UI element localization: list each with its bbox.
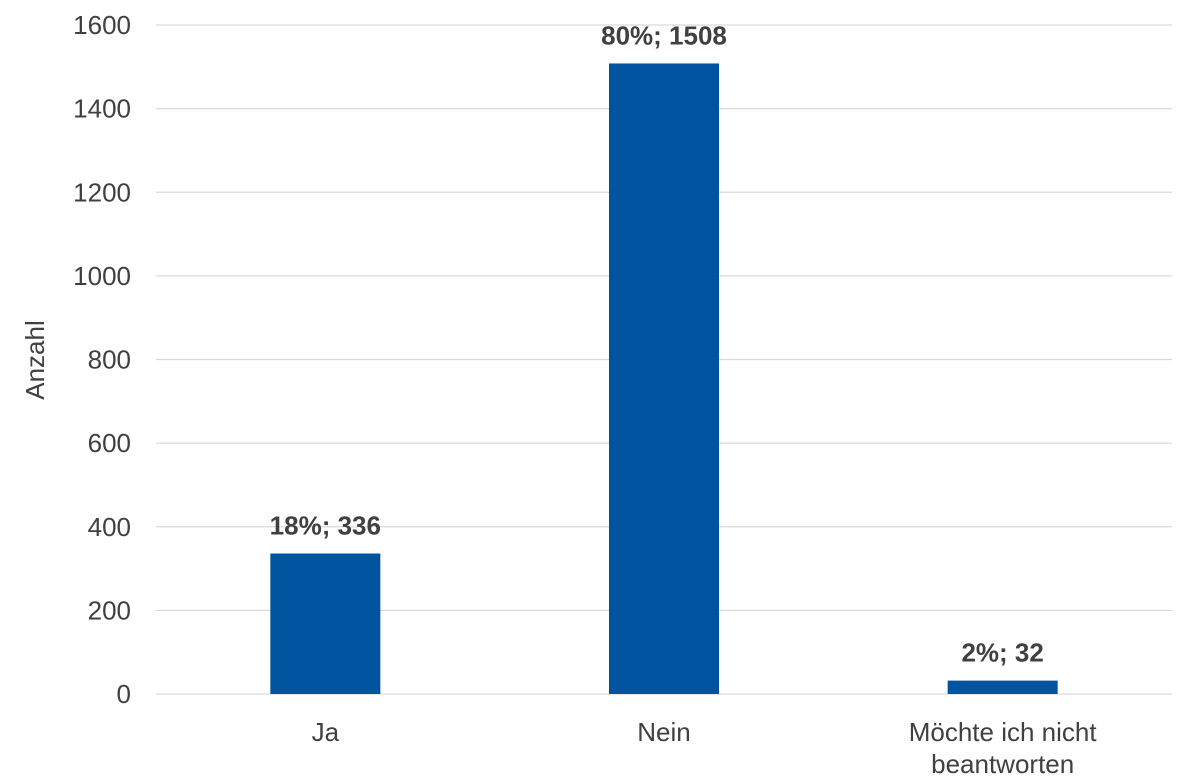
y-tick-label: 600: [88, 428, 131, 458]
y-tick-label: 1400: [73, 94, 131, 124]
x-tick-label: Ja: [312, 717, 340, 747]
y-axis-ticks: 0 200 400 600 800 1000 1200 1400 1600: [73, 10, 131, 709]
bar: [609, 63, 719, 694]
data-labels: 18%; 336 80%; 1508 2%; 32: [270, 20, 1044, 667]
x-tick-label-line: Nein: [637, 717, 690, 747]
y-tick-label: 1600: [73, 10, 131, 40]
data-label: 18%; 336: [270, 511, 381, 541]
data-label: 80%; 1508: [601, 20, 727, 50]
y-tick-label: 800: [88, 345, 131, 375]
y-tick-label: 1200: [73, 177, 131, 207]
x-tick-label: Möchte ich nicht beantworten: [909, 717, 1098, 779]
y-tick-label: 1000: [73, 261, 131, 291]
x-axis-ticks: Ja Nein Möchte ich nicht beantworten: [312, 717, 1098, 779]
data-label: 2%; 32: [961, 638, 1043, 668]
bar: [947, 680, 1058, 694]
x-tick-label-line: beantworten: [931, 749, 1074, 779]
y-axis-title: Anzahl: [20, 320, 50, 400]
x-tick-label-line: Ja: [312, 717, 340, 747]
bars: [270, 63, 1058, 694]
y-tick-label: 200: [88, 595, 131, 625]
y-tick-label: 400: [88, 512, 131, 542]
y-tick-label: 0: [117, 679, 131, 709]
x-tick-label: Nein: [637, 717, 690, 747]
bar: [270, 553, 381, 694]
x-tick-label-line: Möchte ich nicht: [909, 717, 1098, 747]
